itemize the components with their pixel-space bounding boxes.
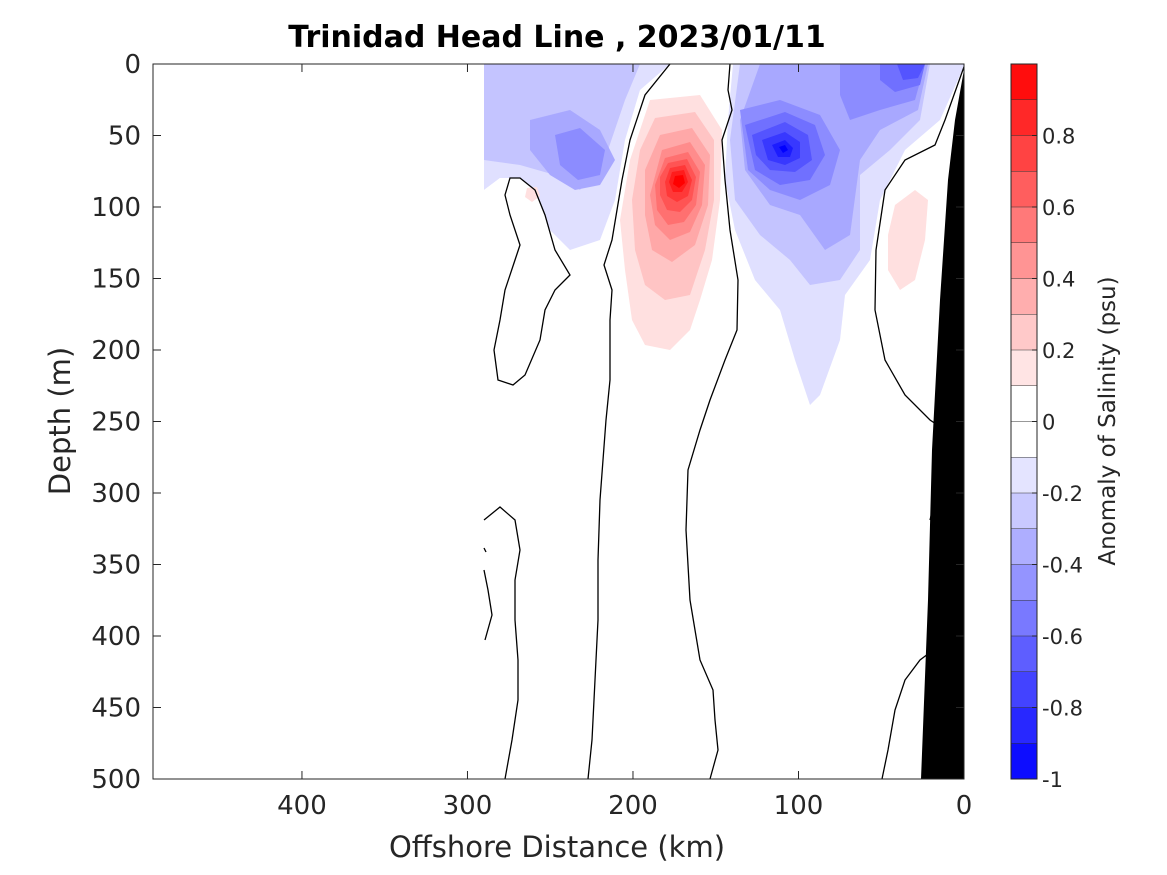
colorbar-label: Anomaly of Salinity (psu) [1095, 276, 1121, 565]
colorbar-tick-label: 0.8 [1042, 125, 1075, 149]
colorbar-segment [1011, 743, 1037, 780]
y-tick-label: 250 [91, 408, 141, 438]
colorbar-segment [1011, 135, 1037, 172]
y-tick-label: 450 [91, 694, 141, 724]
positive-anomaly-region [525, 187, 540, 202]
y-tick-label: 50 [108, 122, 141, 152]
x-axis-label: Offshore Distance (km) [389, 830, 725, 864]
chart-title: Trinidad Head Line , 2023/01/11 [288, 20, 825, 55]
colorbar-tick-label: 0.2 [1042, 339, 1075, 363]
negative-anomaly-region [779, 145, 788, 153]
zero-contour-line [483, 506, 521, 779]
near-zero-region [484, 230, 505, 272]
colorbar-tick-label: 0.6 [1042, 196, 1075, 220]
colorbar-segment [1011, 493, 1037, 530]
zero-contour-lines [483, 64, 964, 779]
zero-contour-line [685, 64, 739, 779]
colorbar-tick-label: -0.4 [1042, 554, 1083, 578]
colorbar-segment [1011, 385, 1037, 422]
colorbar-segment [1011, 457, 1037, 494]
colorbar-segment [1011, 99, 1037, 136]
colorbar-tick-label: -0.6 [1042, 625, 1083, 649]
x-tick-label: 0 [956, 791, 973, 821]
y-tick-label: 200 [91, 336, 141, 366]
colorbar-tick-label: -0.8 [1042, 697, 1083, 721]
colorbar-tick-label: -0.2 [1042, 482, 1083, 506]
y-tick-label: 100 [91, 193, 141, 223]
colorbar: 0.8 0.6 0.4 0.2 0 -0.2 -0.4 -0.6 -0.8 -1 [1010, 63, 1083, 792]
zero-contour-line [881, 644, 941, 779]
negative-anomaly-region [897, 64, 925, 80]
y-tick-label: 150 [91, 265, 141, 295]
colorbar-segment [1011, 350, 1037, 387]
zero-contour-line [483, 547, 487, 553]
y-axis: 0 50 100 150 200 250 300 350 400 450 500 [91, 50, 964, 795]
colorbar-tick-label: 0 [1042, 411, 1055, 435]
y-axis-label: Depth (m) [43, 347, 77, 495]
colorbar-segment [1011, 242, 1037, 279]
colorbar-segment [1011, 171, 1037, 208]
negative-anomaly-region [555, 128, 605, 180]
zero-contour-line [493, 177, 571, 386]
contour-fill-layer [483, 64, 964, 779]
y-tick-label: 400 [91, 622, 141, 652]
colorbar-segment [1011, 564, 1037, 601]
positive-anomaly-region [888, 190, 928, 290]
colorbar-segment [1011, 528, 1037, 565]
zero-contour-line [587, 64, 671, 779]
near-zero-region [484, 178, 570, 385]
x-tick-label: 100 [774, 791, 824, 821]
x-axis: 400 300 200 100 0 [277, 64, 972, 821]
y-tick-label: 300 [91, 479, 141, 509]
colorbar-tick-label: -1 [1042, 768, 1063, 792]
colorbar-segment [1011, 278, 1037, 315]
positive-anomaly-region [673, 175, 685, 188]
colorbar-tick-label: 0.4 [1042, 268, 1075, 292]
colorbar-segment [1011, 671, 1037, 708]
y-tick-label: 0 [124, 50, 141, 80]
x-tick-label: 200 [608, 791, 658, 821]
zero-contour-line [483, 569, 493, 641]
y-tick-label: 500 [91, 765, 141, 795]
colorbar-segment [1011, 64, 1037, 101]
colorbar-segment [1011, 636, 1037, 673]
bathymetry-mask [921, 69, 964, 779]
colorbar-segment [1011, 707, 1037, 744]
colorbar-segment [1011, 600, 1037, 637]
x-tick-label: 400 [277, 791, 327, 821]
x-tick-label: 300 [443, 791, 493, 821]
colorbar-segment [1011, 314, 1037, 351]
colorbar-segment [1011, 207, 1037, 244]
colorbar-segment [1011, 421, 1037, 458]
zero-contour-line [874, 64, 964, 431]
y-tick-label: 350 [91, 551, 141, 581]
